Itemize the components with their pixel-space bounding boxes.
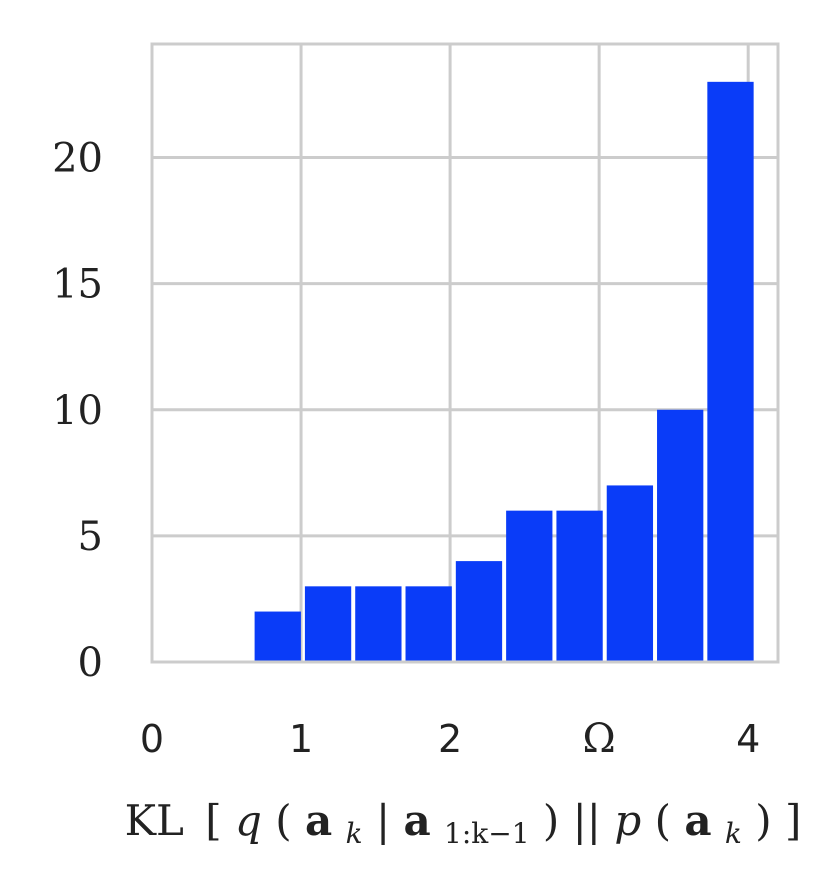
x-tick-labels: 0 1 2 Ω 4 bbox=[140, 716, 760, 762]
y-tick-label: 20 bbox=[52, 136, 103, 182]
bars bbox=[254, 81, 754, 662]
histogram-bar bbox=[304, 586, 352, 662]
histogram-bar bbox=[355, 586, 402, 662]
xlabel-bar: | bbox=[376, 796, 390, 845]
histogram-bar bbox=[657, 409, 704, 662]
xlabel-close-paren-2: ) bbox=[755, 796, 771, 845]
xlabel-open-paren-1: ( bbox=[275, 796, 291, 845]
xlabel-p: p bbox=[614, 796, 641, 845]
y-tick-label: 10 bbox=[52, 388, 103, 434]
plot-frame bbox=[150, 42, 780, 664]
xlabel-a-1: a bbox=[305, 796, 332, 845]
y-tick-label: 15 bbox=[52, 262, 103, 308]
x-tick-label: 2 bbox=[438, 717, 462, 761]
y-tick-label: 0 bbox=[78, 640, 103, 686]
xlabel-double-bar: || bbox=[573, 796, 601, 845]
histogram-bar bbox=[556, 510, 603, 662]
x-tick-label: 1 bbox=[289, 717, 313, 761]
xlabel-a-3: a bbox=[684, 796, 711, 845]
x-tick-label: 4 bbox=[736, 717, 760, 761]
xlabel-sub-k-1: k bbox=[346, 817, 363, 850]
xlabel-open-paren-2: ( bbox=[655, 796, 671, 845]
histogram-bar bbox=[606, 485, 654, 662]
histogram-bar bbox=[254, 611, 301, 662]
xlabel-close-paren-1: ) bbox=[543, 796, 559, 845]
x-axis-label: KL [ q ( a k | a 1:k−1 ) || p ( a k ) ] bbox=[125, 796, 802, 853]
y-tick-label: 5 bbox=[78, 514, 103, 560]
xlabel-q: q bbox=[235, 796, 262, 845]
xlabel-a-2: a bbox=[403, 796, 430, 845]
histogram-bar bbox=[506, 510, 553, 662]
xlabel-close-bracket: ] bbox=[785, 796, 801, 845]
x-tick-label: 0 bbox=[140, 717, 164, 761]
histogram-bar bbox=[405, 586, 452, 662]
xlabel-open-bracket: [ bbox=[205, 796, 221, 845]
histogram-bar bbox=[707, 81, 754, 662]
y-tick-labels: 0 5 10 15 20 bbox=[52, 136, 103, 686]
xlabel-sub-range: 1:k−1 bbox=[444, 817, 530, 850]
xlabel-sub-k-3: k bbox=[725, 817, 742, 850]
x-tick-label: Ω bbox=[583, 716, 616, 762]
histogram-bar bbox=[455, 561, 503, 662]
xlabel-kl: KL bbox=[125, 796, 184, 845]
